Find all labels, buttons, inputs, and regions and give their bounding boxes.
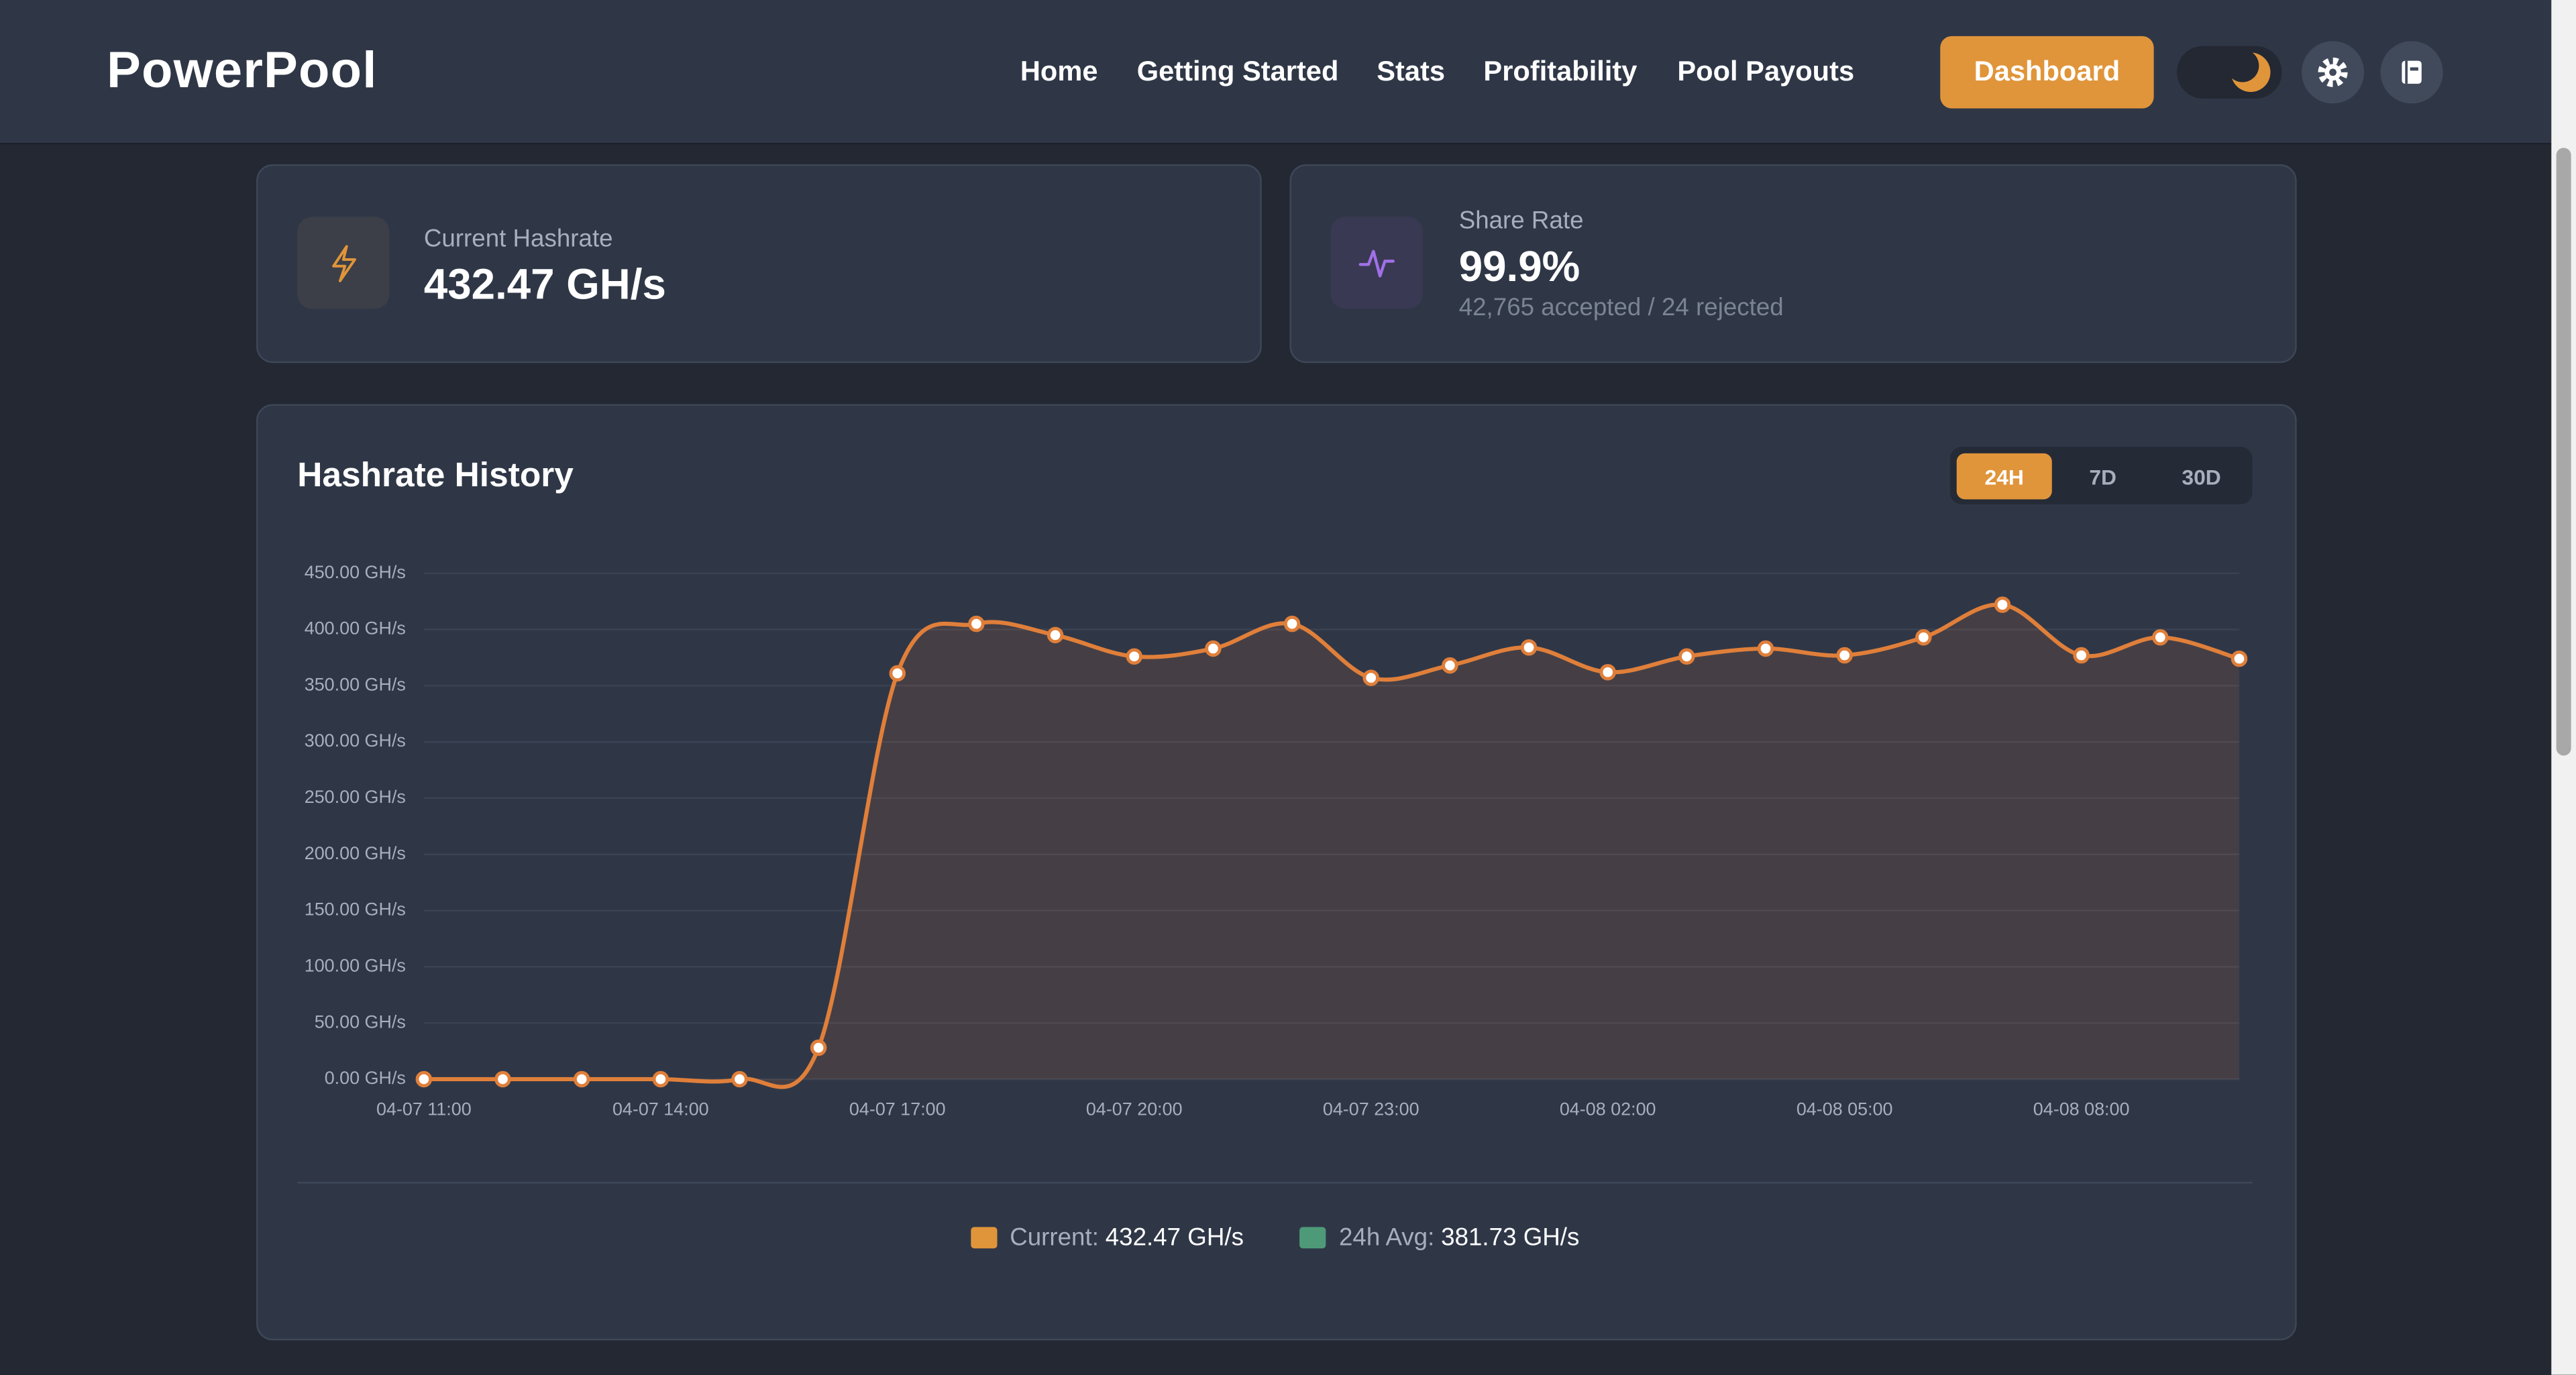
stat-card [256,164,1262,364]
stat-detail: 42,765 accepted / 24 rejected [1458,294,1784,323]
legend: Current: 432.47 GH/s 24h Avg: 381.73 GH/s [256,1223,2294,1252]
stat-value: 432.47 GH/s [423,259,666,309]
nav-link[interactable]: Home [1020,56,1098,87]
moon-icon [2226,49,2271,93]
logo[interactable]: PowerPool [107,41,378,99]
legend-item[interactable]: 24h Avg: 381.73 GH/s [1299,1223,1579,1252]
nav-link[interactable]: Profitability [1483,56,1638,87]
settings-button[interactable] [2302,41,2365,104]
range-button[interactable]: 7D [2089,463,2117,489]
chart-card [256,404,2297,1341]
dashboard-button[interactable]: Dashboard [1940,36,2154,109]
legend-swatch [1299,1227,1326,1249]
nav-link[interactable]: Getting Started [1136,56,1339,87]
stat-icon [297,217,390,309]
legend-label: 24h Avg: [1338,1223,1435,1252]
theme-toggle[interactable] [2176,46,2282,99]
scrollbar-thumb[interactable] [2556,148,2571,756]
nav-link[interactable]: Stats [1377,56,1446,87]
legend-value: 432.47 GH/s [1105,1223,1244,1252]
stat-icon [1330,217,1423,309]
legend-value: 381.73 GH/s [1441,1223,1580,1252]
stat-value: 99.9% [1458,241,1580,291]
nav-link[interactable]: Pool Payouts [1677,56,1855,87]
book-icon [2402,60,2422,84]
docs-button[interactable] [2380,41,2443,104]
range-button[interactable]: 30D [2182,463,2221,489]
legend-label: Current: [1010,1223,1099,1252]
stat-label: Share Rate [1458,207,1584,235]
gear-icon [2318,57,2348,87]
range-button[interactable]: 24H [1956,453,2052,500]
stat-card [1289,164,2297,364]
legend-swatch [970,1227,997,1249]
stat-label: Current Hashrate [423,225,613,254]
chart-title: Hashrate History [297,456,574,495]
legend-item[interactable]: Current: 432.47 GH/s [970,1223,1244,1252]
